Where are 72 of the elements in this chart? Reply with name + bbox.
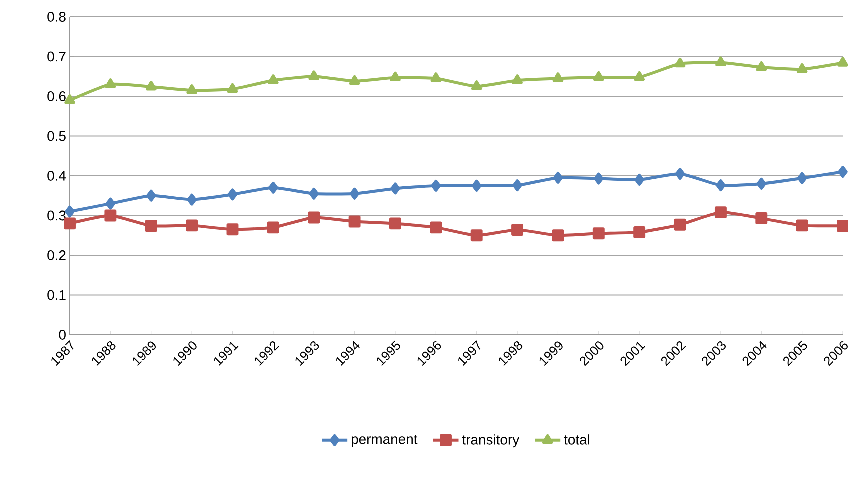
- legend-label: permanent: [352, 435, 418, 448]
- point: [838, 166, 848, 178]
- point: [797, 172, 808, 184]
- point: [105, 78, 116, 88]
- point: [796, 63, 808, 74]
- point: [512, 224, 524, 236]
- point: [226, 224, 239, 236]
- point: [472, 180, 482, 192]
- legend-label: transitory: [462, 434, 520, 448]
- point: [674, 218, 686, 231]
- point: [146, 190, 156, 202]
- point: [268, 74, 279, 84]
- point: [674, 58, 686, 68]
- point: [552, 72, 564, 82]
- y-tick-label: 0: [59, 330, 66, 340]
- point: [756, 178, 766, 190]
- point: [470, 230, 483, 242]
- point: [714, 206, 727, 219]
- point: [268, 182, 278, 194]
- point: [592, 228, 605, 240]
- point: [146, 80, 157, 91]
- point: [430, 72, 442, 82]
- point: [716, 180, 726, 192]
- point: [309, 188, 319, 200]
- point: [837, 220, 848, 232]
- point: [594, 172, 604, 185]
- y-tick-label: 0.8: [48, 12, 66, 22]
- point: [634, 226, 646, 238]
- point: [187, 194, 197, 206]
- point: [390, 218, 402, 230]
- point: [594, 71, 604, 82]
- point: [227, 83, 238, 94]
- point: [796, 220, 808, 232]
- point: [186, 220, 198, 232]
- point: [308, 70, 320, 80]
- point: [838, 57, 848, 67]
- point: [634, 71, 645, 82]
- y-tick-label: 0.3: [48, 210, 66, 221]
- legend-label: total: [564, 434, 590, 445]
- point: [634, 174, 644, 186]
- point: [430, 222, 442, 234]
- point: [186, 84, 198, 94]
- y-tick-label: 0.6: [48, 92, 66, 102]
- point: [349, 75, 360, 86]
- point: [512, 180, 522, 192]
- y-tick-label: 0.1: [48, 290, 66, 300]
- point: [552, 230, 564, 242]
- point: [390, 72, 401, 82]
- point: [308, 212, 320, 224]
- point: [390, 182, 400, 195]
- point: [145, 220, 158, 232]
- point: [431, 180, 442, 192]
- point: [65, 206, 75, 218]
- y-tick-label: 0.4: [48, 171, 66, 181]
- y-tick-label: 0.2: [48, 250, 66, 260]
- point: [228, 188, 238, 201]
- point: [553, 172, 564, 184]
- point: [348, 216, 361, 228]
- point: [104, 210, 117, 222]
- y-tick-label: 0.5: [48, 131, 66, 142]
- point: [106, 198, 116, 210]
- y-tick-label: 0.7: [48, 52, 66, 62]
- point: [756, 62, 768, 72]
- point: [64, 94, 76, 104]
- point: [756, 212, 768, 225]
- point: [350, 188, 360, 200]
- point: [267, 222, 280, 234]
- point: [471, 80, 482, 90]
- point: [716, 56, 726, 66]
- point: [64, 218, 76, 230]
- point: [675, 168, 686, 180]
- point: [512, 74, 523, 84]
